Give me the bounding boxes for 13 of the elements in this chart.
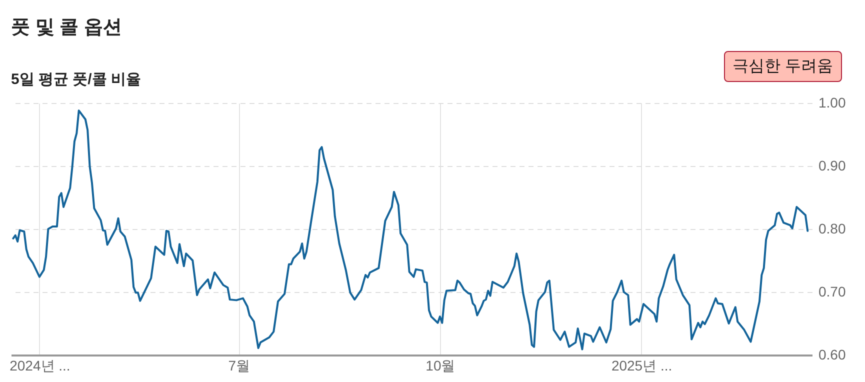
text: 극심한 두려움 <box>724 51 842 82</box>
chart-title: 풋 및 콜 옵션 <box>11 16 122 40</box>
y-tick-label: 0.70 <box>818 284 846 300</box>
y-tick-label: 0.60 <box>818 346 846 362</box>
y-tick-label: 0.90 <box>818 158 846 174</box>
y-tick-label: 0.80 <box>818 220 846 236</box>
x-tick-label: 2025년 ... <box>611 358 672 374</box>
line-series <box>12 110 809 350</box>
x-tick-label: 7월 <box>228 358 250 374</box>
y-tick-label: 1.00 <box>818 94 846 110</box>
x-tick-label: 10월 <box>426 358 456 374</box>
chart-subtitle: 5일 평균 풋/콜 비율 <box>11 70 142 89</box>
x-tick-label: 2024년 ... <box>10 358 70 374</box>
